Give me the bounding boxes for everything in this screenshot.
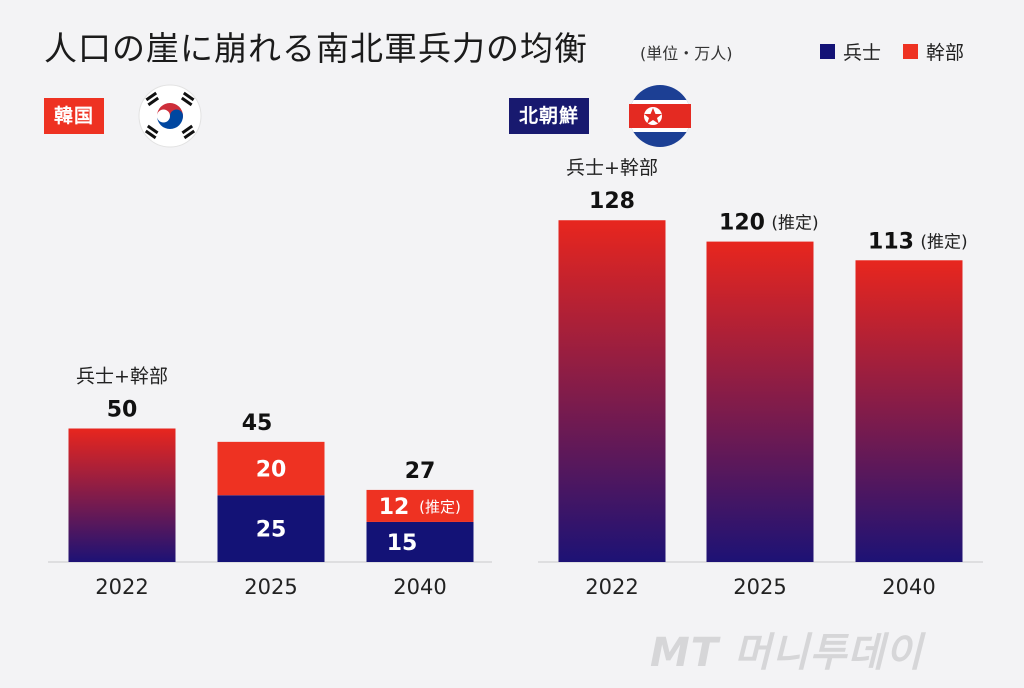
estimate-label: (推定): [419, 498, 461, 516]
estimate-label: (推定): [771, 214, 818, 234]
estimate-label: (推定): [920, 232, 967, 252]
data-label-total: 120: [719, 211, 765, 236]
bar-soldier: [217, 495, 325, 562]
legend-swatch-soldier: [820, 44, 835, 59]
data-label-soldier: 15: [387, 531, 418, 556]
bar-officer: [366, 489, 474, 522]
total-label: 兵士+幹部: [566, 157, 658, 179]
category-label: 2040: [393, 575, 446, 599]
bar-soldier: [366, 521, 474, 562]
bar-officer: [217, 441, 325, 496]
north-korea-badge: 北朝鮮: [509, 98, 590, 134]
data-label-total: 45: [242, 411, 273, 436]
legend-item-officer: 幹部: [903, 38, 964, 65]
watermark: MT 머니투데이: [650, 630, 924, 676]
south-korea-badge: 韓国: [44, 98, 105, 134]
south-korea-flag-icon: [138, 84, 202, 148]
bar-total: [706, 241, 814, 562]
category-label: 2040: [882, 575, 935, 599]
legend-swatch-officer: [903, 44, 919, 59]
category-label: 2022: [95, 575, 148, 599]
legend: 兵士 幹部: [820, 38, 986, 65]
legend-item-soldier: 兵士: [820, 38, 881, 65]
legend-label-soldier: 兵士: [843, 42, 882, 64]
category-label: 2022: [585, 575, 638, 599]
data-label-officer: 12: [379, 495, 410, 520]
data-label-total: 113: [868, 229, 914, 254]
chart-title: 人口の崖に崩れる南北軍兵力の均衡: [44, 29, 588, 68]
data-label-total: 128: [589, 189, 635, 214]
total-label: 兵士+幹部: [76, 366, 168, 388]
bar-total: [558, 220, 666, 563]
category-label: 2025: [733, 575, 786, 599]
bar-total: [68, 428, 176, 562]
data-label-total: 50: [107, 398, 138, 423]
north-korea-flag-icon: [629, 85, 691, 147]
bar-total: [855, 260, 963, 562]
data-label-soldier: 25: [256, 518, 287, 543]
legend-label-officer: 幹部: [926, 42, 965, 64]
data-label-total: 27: [405, 459, 436, 484]
unit-label: (単位・万人): [640, 44, 733, 63]
data-label-officer: 20: [256, 458, 287, 483]
category-label: 2025: [244, 575, 297, 599]
